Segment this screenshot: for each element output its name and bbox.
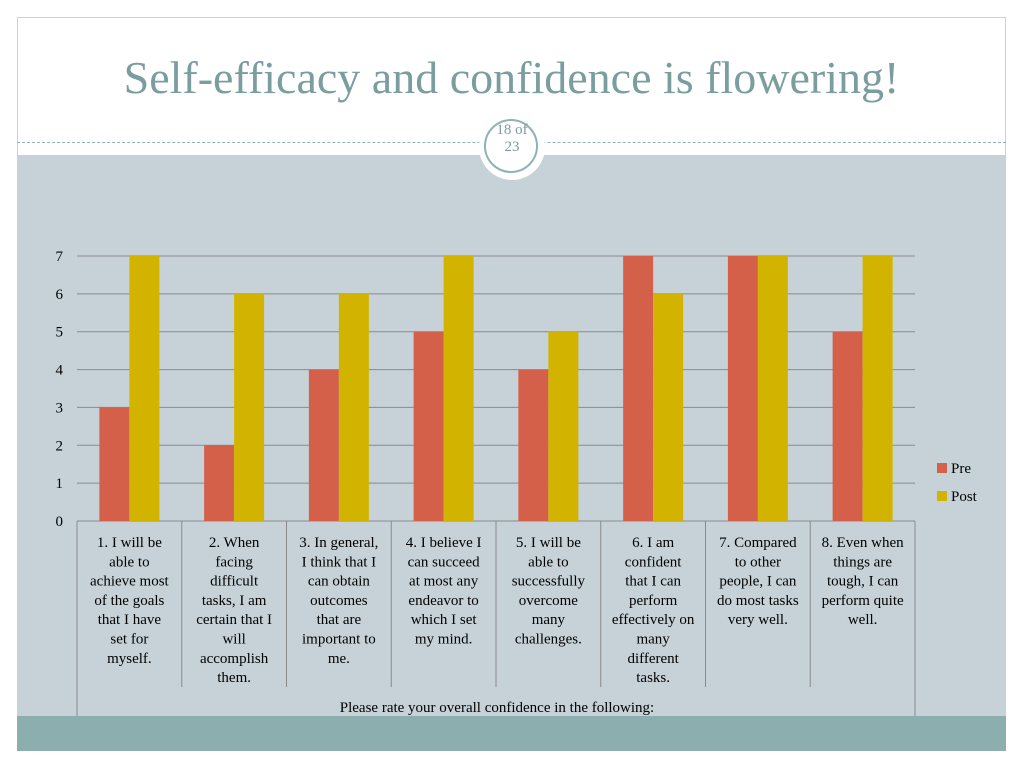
bar-pre xyxy=(413,331,444,521)
legend-swatch-post xyxy=(937,491,947,501)
bar-post xyxy=(757,256,788,521)
category-label: 6. I am confident that I can perform effecti… xyxy=(612,535,695,686)
legend-label-pre: Pre xyxy=(951,461,971,477)
category-label: 1. I will be able to achieve most of the go… xyxy=(90,535,170,667)
legend-label-post: Post xyxy=(951,489,978,505)
y-tick-label: 6 xyxy=(56,287,64,303)
y-tick-label: 4 xyxy=(56,363,64,379)
bar-pre xyxy=(204,445,235,521)
footer-band xyxy=(17,716,1006,751)
page-badge-ring xyxy=(484,119,538,173)
bar-pre xyxy=(518,369,549,521)
y-tick-label: 5 xyxy=(56,325,64,341)
bar-post xyxy=(653,293,684,521)
bar-pre xyxy=(832,331,863,521)
x-axis-title: Please rate your overall confidence in t… xyxy=(340,700,654,716)
bar-pre xyxy=(99,407,130,521)
category-label: 2. When facing difficult tasks, I am certain… xyxy=(196,535,272,686)
bar-post xyxy=(443,256,474,521)
bar-pre xyxy=(308,369,339,521)
bar-post xyxy=(234,293,265,521)
bar-post xyxy=(862,256,893,521)
y-tick-label: 0 xyxy=(56,514,64,530)
page-number-current: 18 of xyxy=(496,122,528,138)
y-tick-label: 3 xyxy=(56,400,64,416)
category-label: 5. I will be able to successfully overcome m… xyxy=(512,535,586,648)
bar-post xyxy=(548,331,579,521)
category-label: 8. Even when things are tough, I can perfor… xyxy=(822,535,905,628)
page-number-total: 23 xyxy=(504,139,520,155)
y-tick-label: 7 xyxy=(56,249,64,265)
y-tick-label: 1 xyxy=(56,476,64,492)
legend-swatch-pre xyxy=(937,463,947,473)
bar-post xyxy=(338,293,369,521)
page-number: 18 of 23 xyxy=(484,122,540,156)
bar-post xyxy=(129,256,160,521)
category-label: 7. Compared to other people, I can do most … xyxy=(717,535,799,628)
y-tick-label: 2 xyxy=(56,438,64,454)
slide-title: Self-efficacy and confidence is flowerin… xyxy=(123,52,900,103)
bar-pre xyxy=(623,256,654,521)
bar-pre xyxy=(727,256,758,521)
